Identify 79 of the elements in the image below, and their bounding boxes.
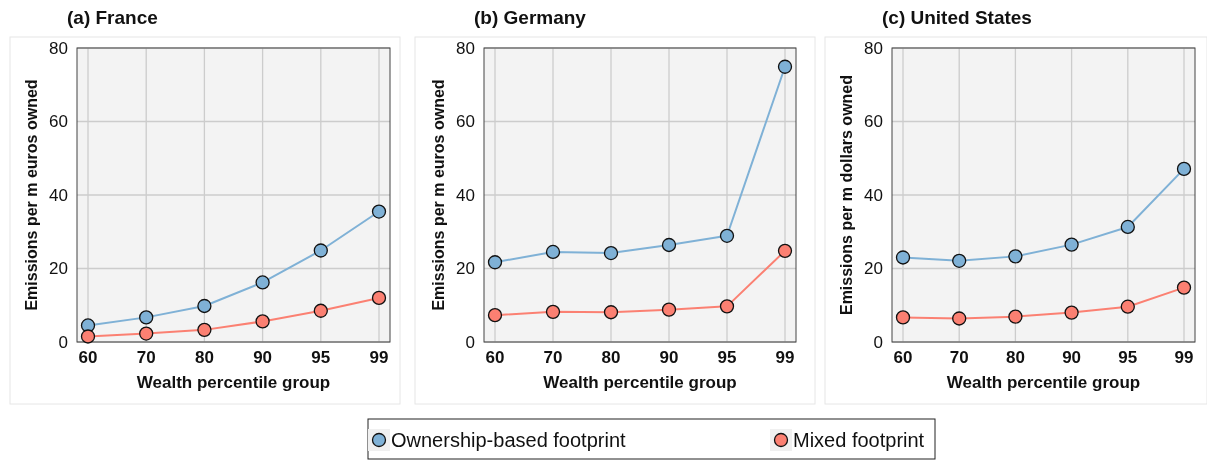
x-tick-label: 80: [601, 348, 621, 367]
point: [371, 204, 387, 219]
y-axis-title: Emissions per m euros owned: [430, 79, 447, 311]
y-tick-label: 60: [864, 112, 883, 132]
point: [487, 255, 503, 270]
x-tick-label: 90: [253, 348, 273, 367]
x-tick-label: 95: [311, 348, 331, 367]
point: [661, 237, 677, 253]
point: [895, 310, 911, 325]
point: [313, 303, 328, 318]
chart-title: (c) United States: [882, 7, 1032, 28]
y-tick-label: 80: [49, 38, 68, 58]
point: [313, 243, 328, 258]
y-tick-label: 80: [456, 38, 475, 58]
x-tick-label: 99: [1174, 348, 1194, 367]
y-tick-label: 20: [49, 259, 68, 279]
y-tick-label: 40: [49, 185, 68, 205]
y-tick-label: 0: [58, 332, 68, 352]
x-axis-title: Wealth percentile group: [946, 373, 1141, 392]
point: [719, 299, 735, 314]
point: [603, 245, 619, 261]
x-tick-label: 60: [893, 348, 913, 367]
x-tick-label: 70: [136, 348, 156, 367]
point: [1008, 309, 1023, 324]
x-tick-label: 80: [194, 348, 214, 367]
point: [487, 308, 503, 323]
point: [952, 311, 967, 326]
y-tick-label: 0: [873, 332, 883, 352]
y-tick-label: 60: [456, 112, 475, 132]
chart-title: (b) Germany: [474, 7, 587, 28]
point: [719, 228, 735, 243]
point: [777, 243, 793, 258]
y-tick-label: 20: [456, 259, 475, 279]
x-tick-label: 95: [1118, 348, 1138, 367]
y-tick-label: 80: [864, 38, 883, 58]
point: [777, 59, 793, 74]
x-tick-label: 60: [78, 348, 98, 367]
x-tick-label: 90: [1062, 348, 1082, 367]
point: [1064, 237, 1079, 252]
x-tick-label: 70: [949, 348, 969, 367]
y-axis-title: Emissions per m dollars owned: [838, 74, 855, 316]
x-tick-label: 70: [543, 348, 563, 367]
point: [255, 314, 270, 329]
legend-label: Mixed footprint: [793, 429, 925, 451]
x-tick-label: 99: [775, 348, 795, 367]
point: [197, 322, 212, 338]
y-axis-title: Emissions per m euros owned: [23, 79, 40, 311]
point: [1176, 161, 1192, 177]
y-tick-label: 60: [49, 112, 68, 132]
point: [952, 253, 967, 268]
legend-label: Ownership-based footprint: [391, 429, 627, 451]
x-tick-label: 80: [1005, 348, 1025, 367]
point: [80, 329, 96, 344]
x-axis-title: Wealth percentile group: [543, 373, 737, 392]
point: [139, 310, 154, 325]
point: [1120, 299, 1135, 314]
point: [371, 290, 387, 306]
x-tick-label: 90: [659, 348, 679, 367]
chart-title: (a) France: [67, 7, 158, 28]
point: [197, 298, 212, 314]
x-tick-label: 99: [369, 348, 389, 367]
y-tick-label: 20: [864, 259, 883, 279]
point: [661, 302, 677, 317]
x-axis-title: Wealth percentile group: [136, 373, 331, 392]
point: [1176, 280, 1192, 295]
point: [545, 304, 561, 319]
x-tick-label: 95: [717, 348, 737, 367]
point: [1120, 219, 1135, 235]
point: [603, 305, 619, 320]
y-tick-label: 40: [456, 185, 475, 205]
point: [255, 275, 270, 290]
point: [1008, 249, 1023, 264]
point: [139, 326, 154, 341]
point: [1064, 305, 1079, 320]
point: [545, 244, 561, 260]
x-tick-label: 60: [485, 348, 505, 367]
y-tick-label: 40: [864, 185, 883, 205]
y-tick-label: 0: [465, 332, 475, 352]
point: [895, 250, 911, 265]
